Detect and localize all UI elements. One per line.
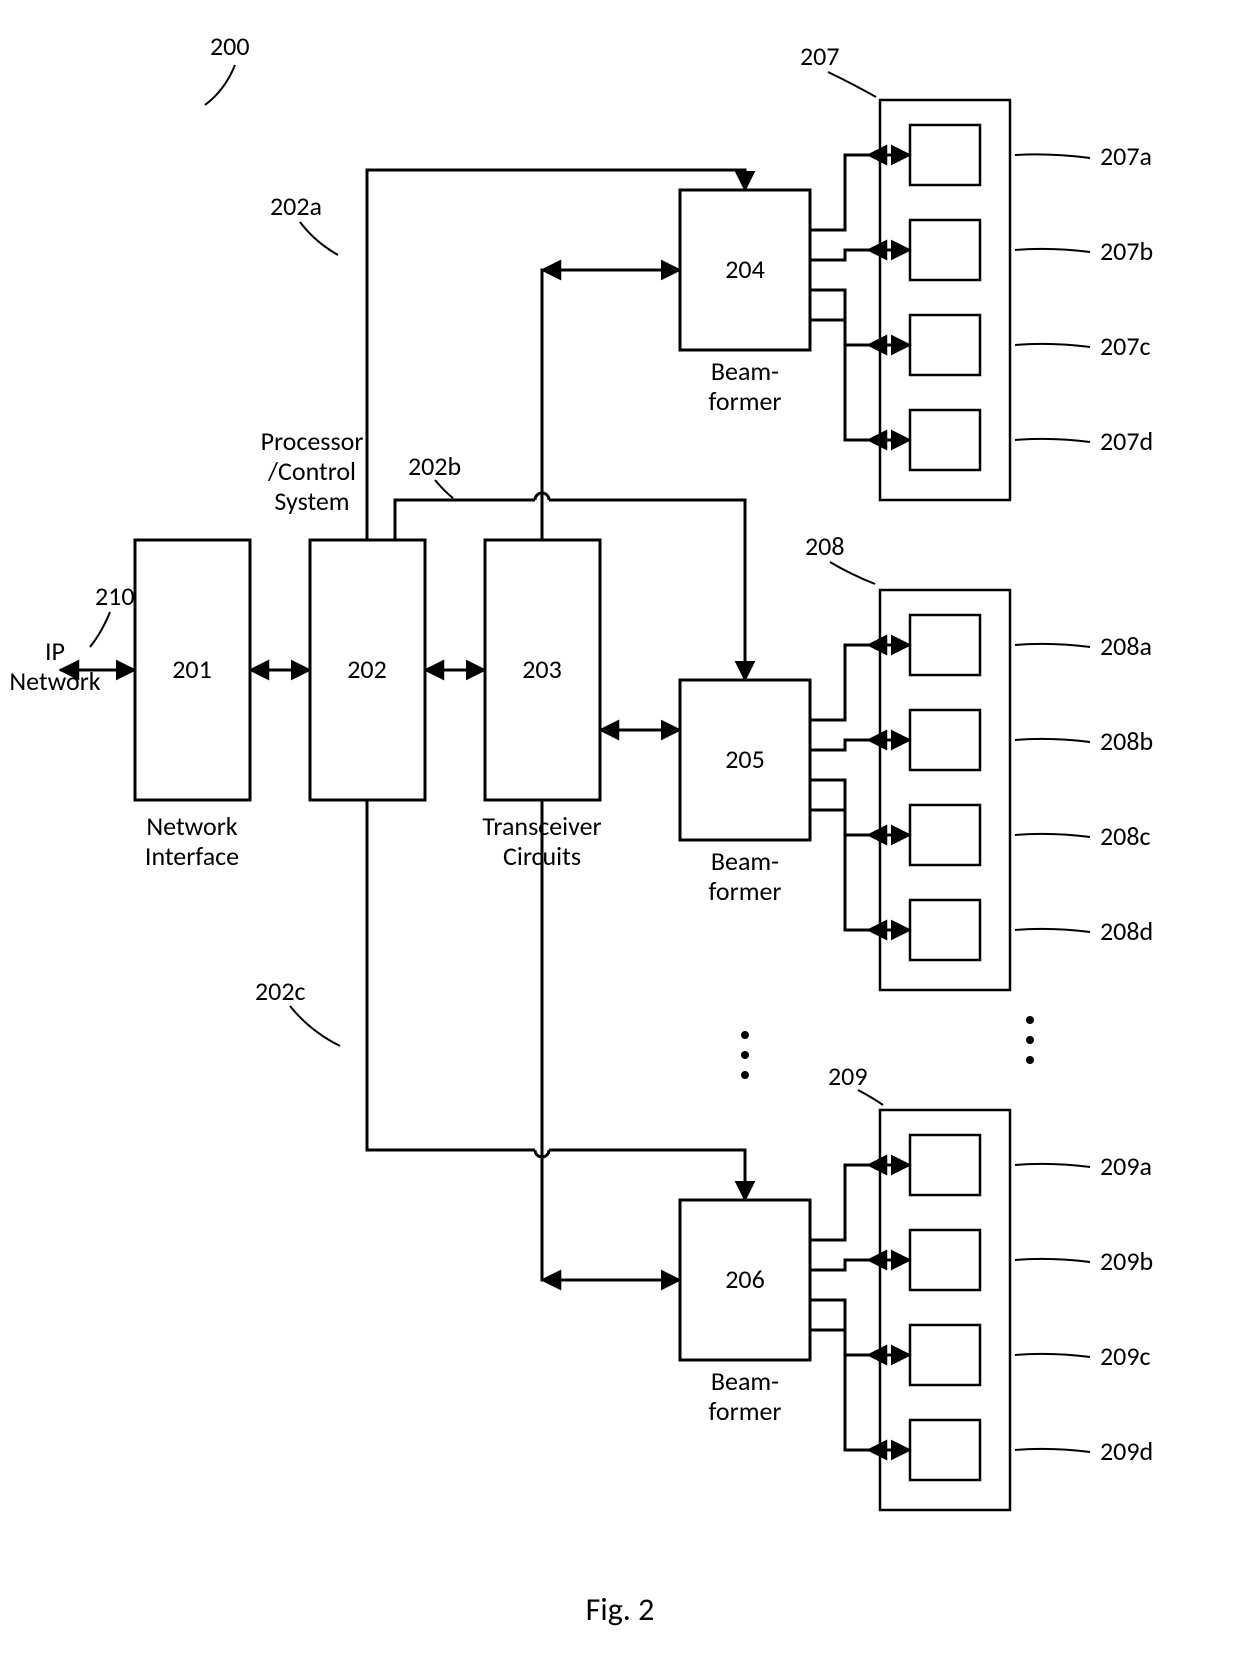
svg-text:209a: 209a (1100, 1150, 1152, 1182)
block-diagram: 200 201 Network Interface 202 Processor … (0, 0, 1240, 1673)
svg-text:207d: 207d (1100, 425, 1153, 457)
svg-text:201: 201 (172, 653, 212, 685)
svg-text:Beam-: Beam- (711, 1365, 779, 1397)
svg-text:204: 204 (725, 253, 765, 285)
svg-text:207a: 207a (1100, 140, 1152, 172)
ref-202a: 202a (270, 190, 322, 222)
svg-text:Network: Network (146, 810, 237, 842)
svg-text:208d: 208d (1100, 915, 1153, 947)
svg-text:208a: 208a (1100, 630, 1152, 662)
ref-207: 207 (800, 40, 840, 72)
ref-202b: 202b (408, 450, 461, 482)
svg-text:203: 203 (522, 653, 562, 685)
ref-208: 208 (805, 530, 845, 562)
svg-text:former: former (709, 385, 782, 417)
svg-text:208c: 208c (1100, 820, 1151, 852)
svg-text:/Control: /Control (267, 455, 356, 487)
svg-text:205: 205 (725, 743, 765, 775)
svg-text:207c: 207c (1100, 330, 1151, 362)
svg-text:209c: 209c (1100, 1340, 1151, 1372)
ref-200: 200 (210, 30, 250, 62)
svg-text:Beam-: Beam- (711, 845, 779, 877)
ref-209: 209 (828, 1060, 868, 1092)
ref-202c: 202c (255, 975, 306, 1007)
ref-210: 210 (95, 580, 135, 612)
svg-text:Beam-: Beam- (711, 355, 779, 387)
svg-text:System: System (274, 485, 349, 517)
ip-network-label: IP (45, 635, 65, 667)
svg-text:former: former (709, 1395, 782, 1427)
block-205: 205 Beam- former (680, 680, 810, 907)
block-202: 202 Processor /Control System (261, 425, 425, 800)
block-204: 204 Beam- former (680, 190, 810, 417)
svg-text:202: 202 (347, 653, 387, 685)
svg-text:207b: 207b (1100, 235, 1153, 267)
block-201: 201 Network Interface (135, 540, 250, 872)
svg-text:Processor: Processor (261, 425, 364, 457)
svg-text:206: 206 (725, 1263, 765, 1295)
block-206: 206 Beam- former (680, 1200, 810, 1427)
ellipsis-dots (741, 1016, 1034, 1079)
antenna-callouts: 207a 207b 207c 207d 208a 208b 208c 208d … (1015, 140, 1153, 1467)
figure-caption: Fig. 2 (586, 1590, 655, 1629)
svg-text:Interface: Interface (145, 840, 239, 872)
svg-text:former: former (709, 875, 782, 907)
svg-text:209b: 209b (1100, 1245, 1153, 1277)
svg-text:208b: 208b (1100, 725, 1153, 757)
svg-text:209d: 209d (1100, 1435, 1153, 1467)
